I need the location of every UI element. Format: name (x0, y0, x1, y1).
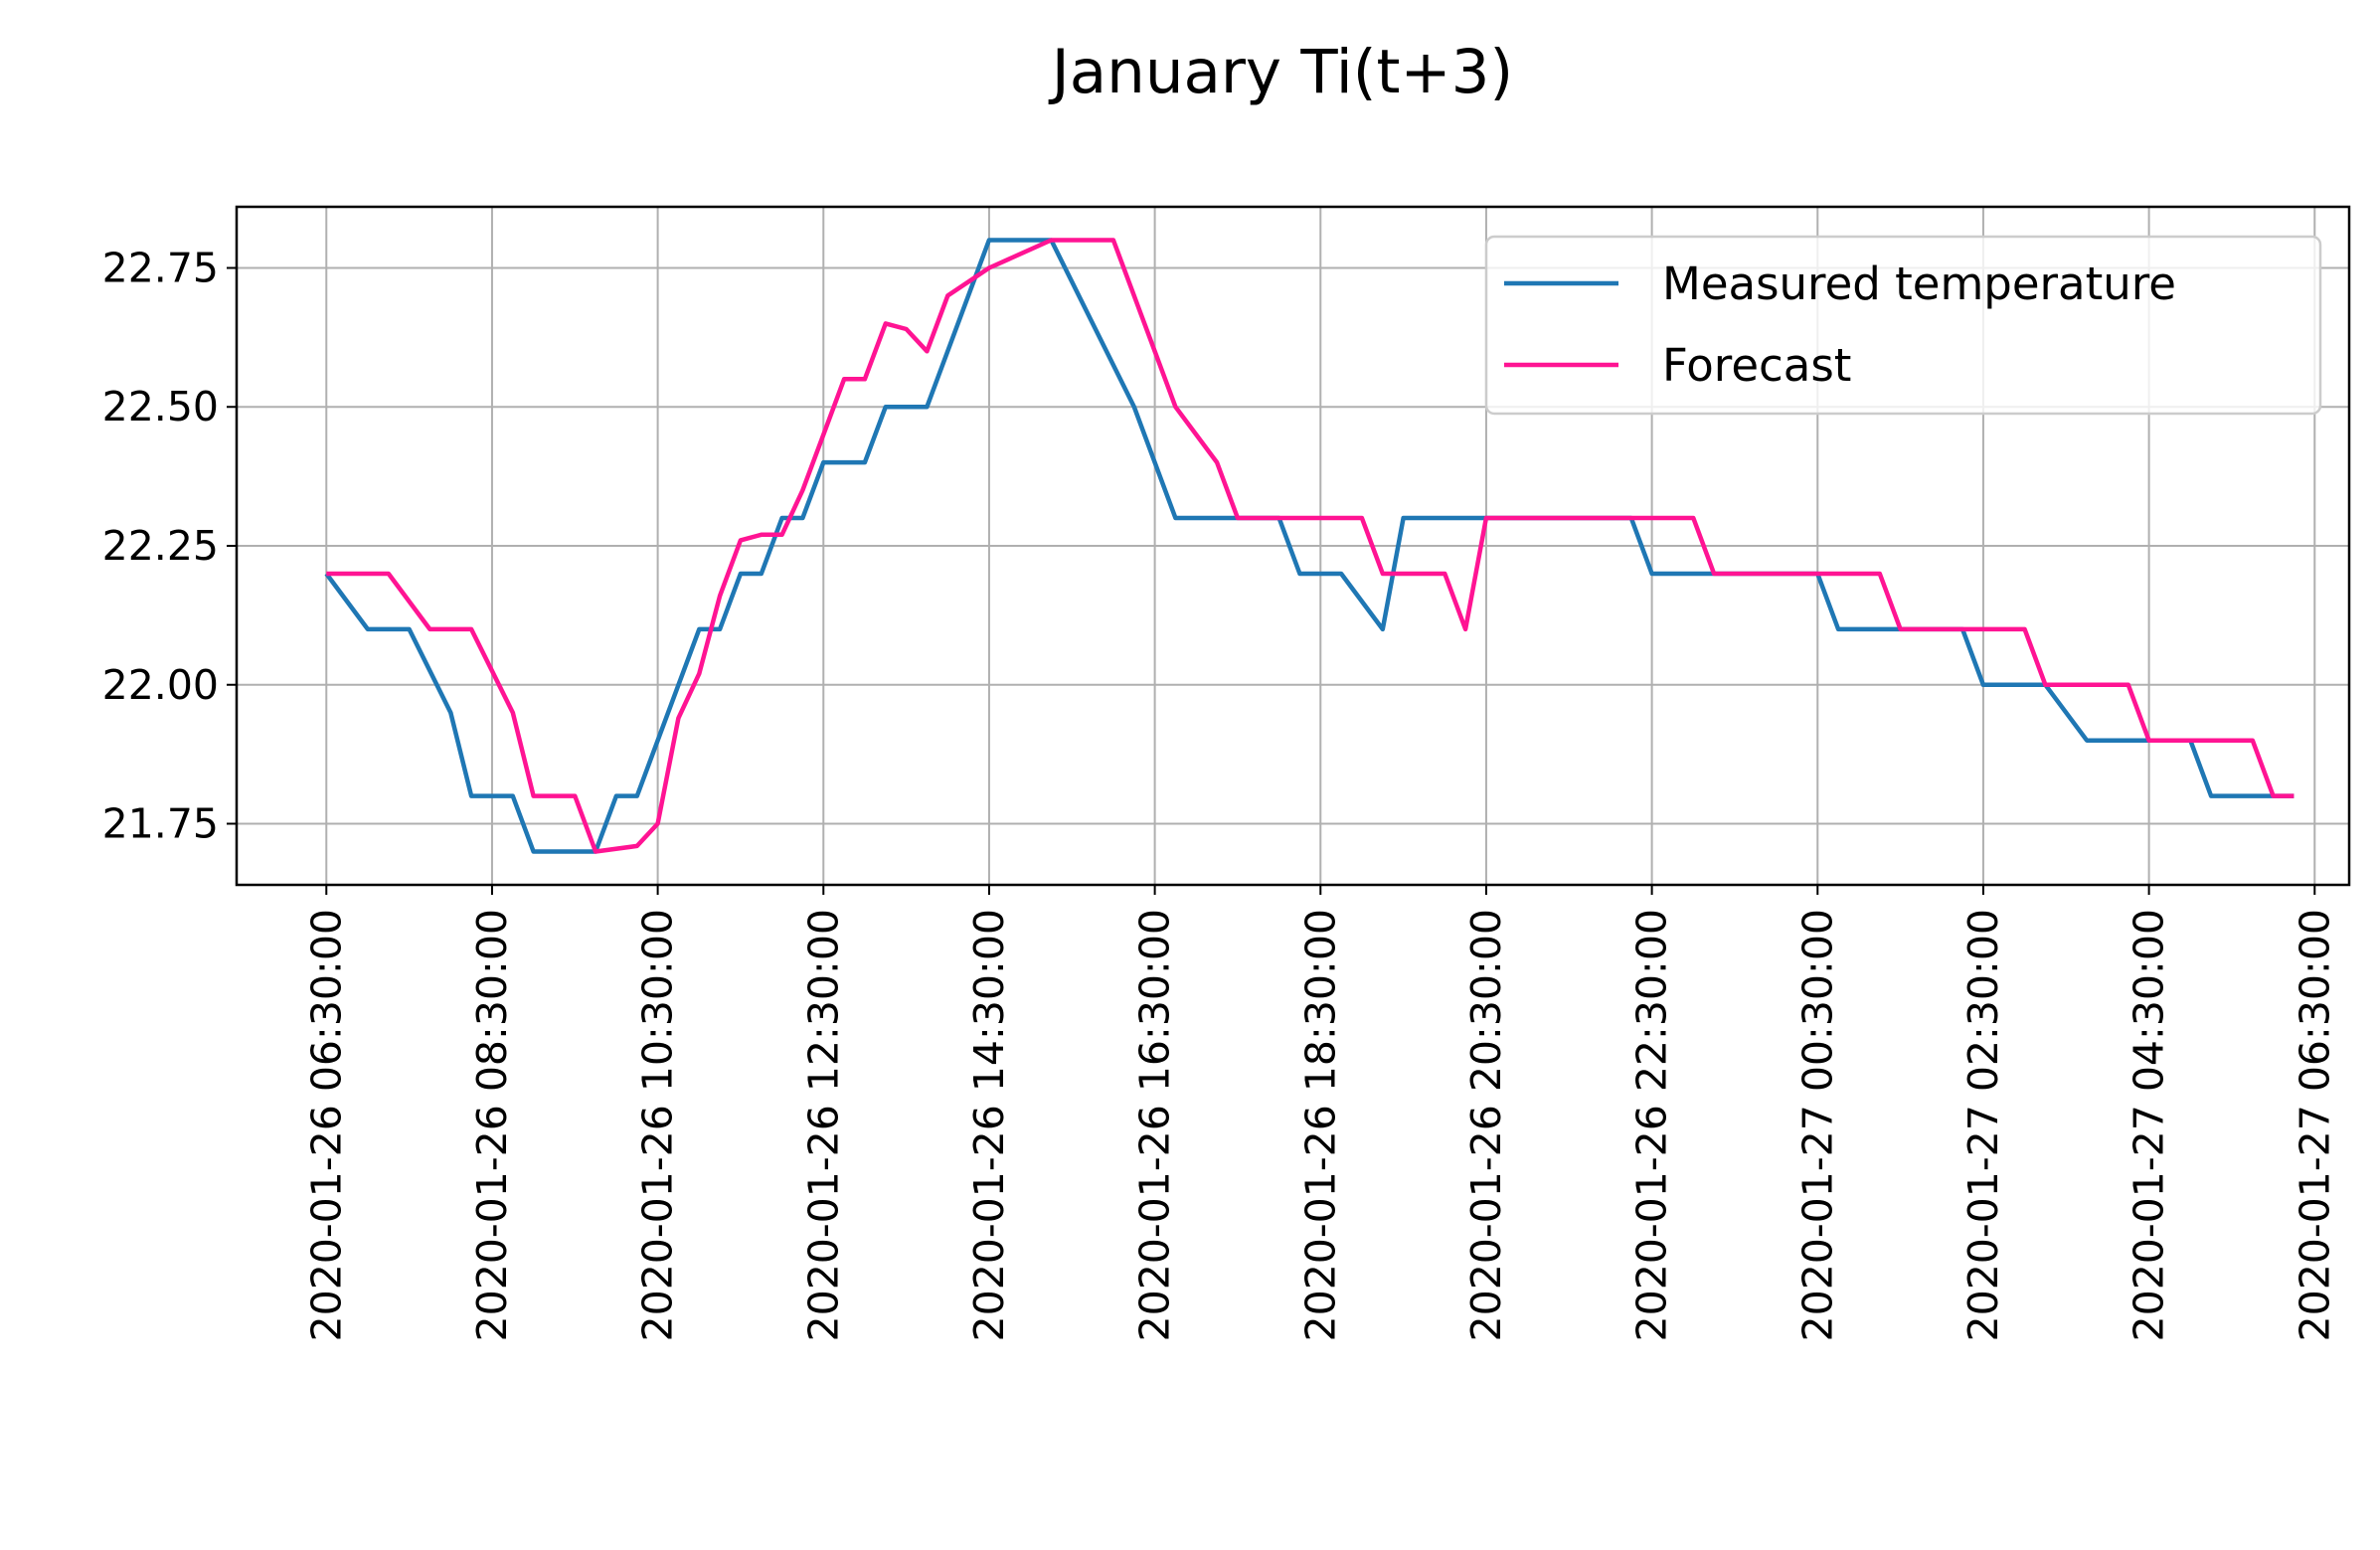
x-tick-label: 2020-01-26 20:30:00 (1462, 909, 1510, 1341)
y-tick-label: 22.75 (102, 244, 219, 291)
y-tick-label: 22.50 (102, 383, 219, 431)
series-line-forecast (326, 238, 2295, 854)
chart-title: January Ti(t+3) (1048, 37, 1513, 107)
y-axis: 21.75 22.00 22.25 22.50 22.75 (102, 244, 237, 848)
x-axis: 2020-01-26 06:30:00 2020-01-26 08:30:00 20… (302, 885, 2338, 1341)
x-tick-label: 2020-01-26 16:30:00 (1131, 909, 1179, 1341)
legend-label: Forecast (1662, 339, 1851, 392)
series-layer (324, 238, 2295, 854)
x-tick-label: 2020-01-26 10:30:00 (634, 909, 682, 1341)
x-tick-label: 2020-01-26 18:30:00 (1296, 909, 1344, 1341)
legend-label: Measured temperature (1662, 258, 2176, 310)
legend: Measured temperature Forecast (1484, 235, 2322, 416)
x-tick-label: 2020-01-26 22:30:00 (1628, 909, 1676, 1341)
grid (237, 207, 2349, 885)
x-tick-label: 2020-01-26 12:30:00 (799, 909, 847, 1341)
legend-box (1484, 235, 2322, 416)
x-tick-label: 2020-01-27 02:30:00 (1959, 909, 2007, 1341)
x-tick-label: 2020-01-26 14:30:00 (965, 909, 1013, 1341)
x-tick-label: 2020-01-26 08:30:00 (468, 909, 516, 1341)
x-tick-label: 2020-01-27 00:30:00 (1793, 909, 1841, 1341)
y-tick-label: 21.75 (102, 800, 219, 848)
x-tick-label: 2020-01-27 04:30:00 (2125, 909, 2173, 1341)
y-tick-label: 22.25 (102, 522, 219, 570)
y-tick-label: 22.00 (102, 661, 219, 709)
x-tick-label: 2020-01-27 06:30:00 (2291, 909, 2338, 1341)
x-tick-label: 2020-01-26 06:30:00 (302, 909, 350, 1341)
